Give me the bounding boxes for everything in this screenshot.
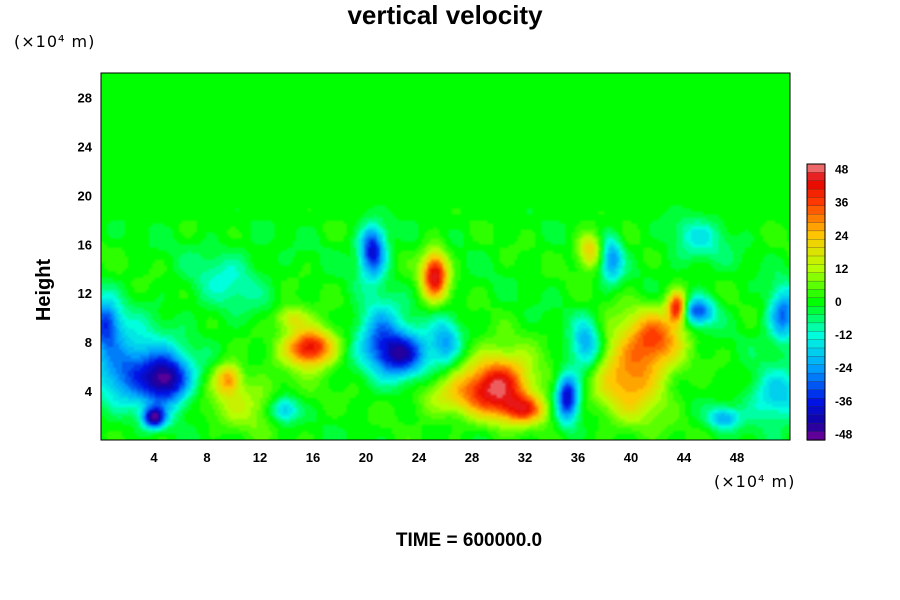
x-tick-label: 32	[518, 450, 532, 465]
colorbar-tick-label: 24	[835, 229, 849, 243]
x-tick-label: 28	[465, 450, 479, 465]
x-tick-label: 24	[412, 450, 427, 465]
colorbar-tick-label: 12	[835, 262, 849, 276]
colorbar-tick-label: -24	[835, 361, 853, 375]
colorbar-tick-label: 48	[835, 163, 849, 177]
y-tick-labels: 4 8 12 16 20 24 28	[78, 90, 93, 399]
x-tick-label: 40	[624, 450, 638, 465]
colorbar-segment	[806, 364, 826, 374]
colorbar-segment	[806, 197, 826, 207]
colorbar-tick-labels: 48 36 24 12 0 -12 -24 -36 -48	[835, 163, 853, 442]
colorbar-segment	[806, 339, 826, 349]
colorbar-segment	[806, 180, 826, 190]
colorbar-segment	[806, 247, 826, 257]
colorbar-segment	[806, 389, 826, 399]
colorbar-tick-label: -12	[835, 328, 853, 342]
colorbar-segment	[806, 398, 826, 408]
colorbar-tick-label: 36	[835, 196, 849, 210]
colorbar-frame	[806, 163, 826, 441]
y-tick-label: 20	[78, 188, 92, 203]
x-tick-label: 4	[150, 450, 158, 465]
colorbar-segment	[806, 356, 826, 366]
colorbar-tick-label: -48	[835, 427, 853, 441]
colorbar-segment	[806, 188, 826, 199]
colorbar-tick-label: 0	[835, 295, 842, 309]
y-axis-unit: (×10⁴ m)	[14, 32, 96, 51]
colorbar-segment	[806, 255, 826, 266]
colorbar-segment	[806, 272, 826, 282]
heatmap-field	[101, 73, 790, 440]
x-tick-label: 16	[306, 450, 320, 465]
colorbar-segment	[806, 322, 826, 332]
y-tick-label: 24	[78, 139, 93, 154]
x-tick-label: 48	[730, 450, 744, 465]
x-tick-label: 8	[203, 450, 210, 465]
y-tick-label: 28	[78, 90, 92, 105]
colorbar-segment	[806, 314, 826, 324]
colorbar-segment	[806, 297, 826, 307]
colorbar-segment	[806, 431, 826, 441]
colorbar-segment	[806, 347, 826, 358]
colorbar-segment	[806, 381, 826, 391]
colorbar-segment	[806, 222, 826, 232]
colorbar-segment	[806, 372, 826, 383]
colorbar-segment	[806, 414, 826, 424]
y-tick-label: 12	[78, 286, 92, 301]
y-tick-label: 8	[85, 335, 92, 350]
colorbar-segment	[806, 423, 826, 433]
x-tick-label: 44	[677, 450, 692, 465]
colorbar-segment	[806, 406, 826, 416]
x-tick-label: 36	[571, 450, 585, 465]
chart-title: vertical velocity	[347, 0, 543, 30]
y-tick-label: 4	[85, 384, 93, 399]
y-axis-label: Height	[33, 259, 55, 322]
plot-frame	[100, 72, 791, 441]
time-label: TIME = 600000.0	[395, 530, 543, 551]
colorbar-segment	[806, 230, 826, 240]
colorbar-segment	[806, 163, 826, 174]
colorbar-segment	[806, 331, 826, 341]
colorbar-segment	[806, 280, 826, 291]
x-tick-labels: 4 8 12 16 20 24 28 32 36 40 44 48	[150, 450, 744, 465]
x-tick-label: 20	[359, 450, 373, 465]
colorbar-segment	[806, 214, 826, 224]
colorbar-segment	[806, 306, 826, 316]
colorbar-segment	[806, 172, 826, 182]
x-axis-unit: (×10⁴ m)	[714, 472, 796, 491]
colorbar	[806, 163, 826, 441]
y-tick-label: 16	[78, 237, 92, 252]
colorbar-segment	[806, 239, 826, 249]
colorbar-tick-label: -36	[835, 394, 853, 408]
colorbar-segment	[806, 289, 826, 299]
colorbar-segment	[806, 205, 826, 215]
colorbar-segment	[806, 264, 826, 274]
x-tick-label: 12	[253, 450, 267, 465]
